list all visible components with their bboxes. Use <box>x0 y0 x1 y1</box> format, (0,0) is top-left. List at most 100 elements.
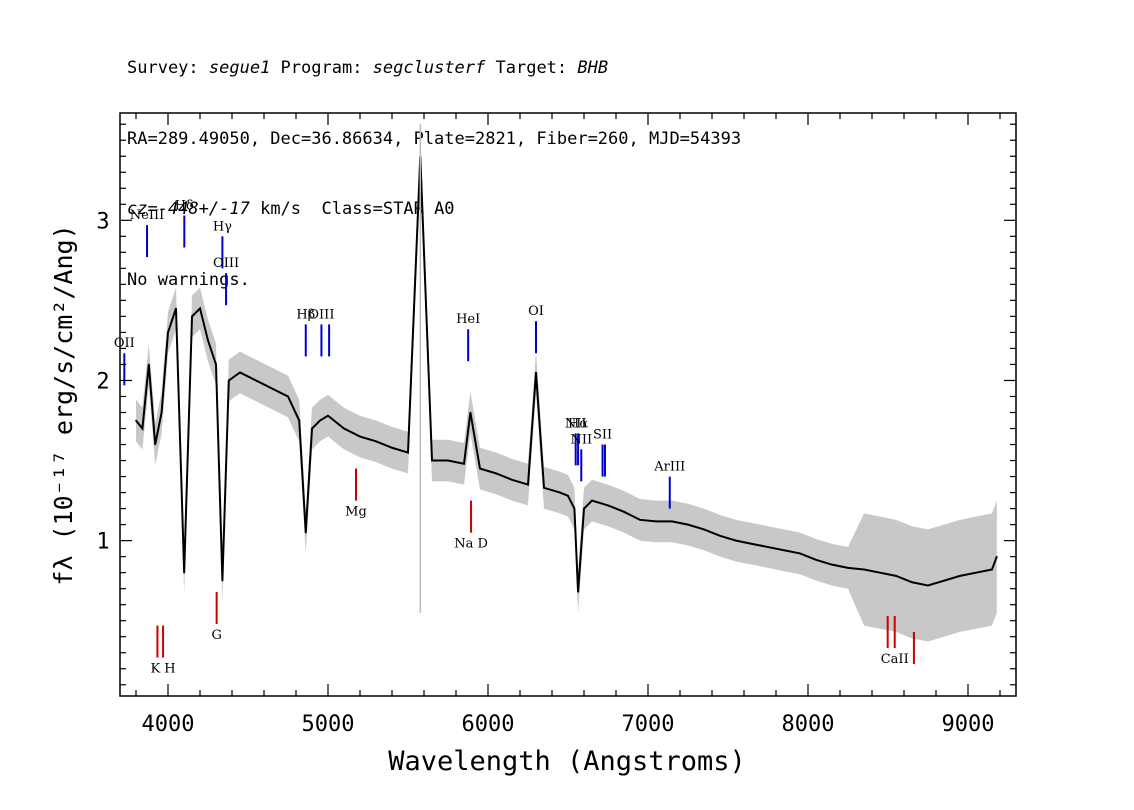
data-point <box>943 579 945 582</box>
emission-line-label: Hα <box>568 416 588 431</box>
data-point <box>527 483 529 486</box>
data-point <box>879 571 881 574</box>
x-tick-label: 7000 <box>622 712 675 737</box>
x-tick-label: 5000 <box>302 712 355 737</box>
data-point <box>141 427 144 430</box>
data-point <box>221 579 224 582</box>
data-point <box>567 494 569 497</box>
data-point <box>991 568 993 571</box>
data-point <box>751 543 753 545</box>
emission-line-label: OII <box>114 336 135 351</box>
data-point <box>359 435 361 438</box>
data-point <box>215 363 217 366</box>
absorption-line-label: G <box>211 628 221 643</box>
data-point <box>895 575 897 577</box>
y-axis-label: fλ (10⁻¹⁷ erg/s/cm²/Ang) <box>49 224 78 585</box>
header-line-coords: RA=289.49050, Dec=36.86634, Plate=2821, … <box>127 128 742 149</box>
emission-line-label: Hδ <box>175 199 194 214</box>
emission-line-label: NeIII <box>130 208 164 223</box>
noise-band <box>136 135 997 642</box>
data-point <box>927 584 929 587</box>
x-tick-label: 9000 <box>942 712 995 737</box>
series-layer <box>135 124 998 613</box>
data-point <box>199 307 201 310</box>
cz-unit-class: km/s Class=STAR A0 <box>249 199 455 219</box>
data-point <box>271 387 273 390</box>
survey-value: segue1 <box>208 58 271 78</box>
data-point <box>391 446 393 449</box>
x-tick-label: 6000 <box>462 712 515 737</box>
plot-frame <box>119 112 1017 697</box>
data-point <box>407 451 409 454</box>
data-point <box>559 491 561 494</box>
emission-line-label: NII <box>565 416 587 431</box>
data-point <box>469 411 472 414</box>
y-tick-label: 2 <box>96 369 109 394</box>
emission-line-label: OIII <box>213 256 239 271</box>
data-point <box>815 559 817 561</box>
data-point <box>327 414 329 417</box>
program-label: Program: <box>270 58 373 78</box>
data-point <box>255 379 257 382</box>
data-point <box>319 419 321 422</box>
spectrum-header: Survey: segue1 Program: segclusterf Targ… <box>127 10 741 316</box>
noise-band-area <box>136 135 997 642</box>
data-point <box>135 419 137 422</box>
x-tick-label: 8000 <box>782 712 835 737</box>
data-point <box>447 459 449 462</box>
data-point <box>583 507 585 510</box>
data-point <box>767 546 769 548</box>
data-point <box>607 504 609 507</box>
data-point <box>655 520 657 523</box>
data-point <box>463 462 465 465</box>
data-point <box>687 523 689 526</box>
data-point <box>375 440 377 443</box>
emission-line-label: OIII <box>308 307 334 322</box>
data-point <box>847 567 849 569</box>
data-point <box>671 520 673 523</box>
data-point <box>831 563 833 566</box>
data-point <box>311 427 313 430</box>
data-point <box>167 331 169 334</box>
target-value: BHB <box>577 58 609 78</box>
cz-label: cz= <box>127 199 158 219</box>
absorption-line-label: CaII <box>881 652 909 667</box>
data-point <box>479 467 481 470</box>
data-point <box>148 363 150 366</box>
data-point <box>735 539 737 542</box>
data-point <box>343 427 345 430</box>
data-point <box>304 531 307 534</box>
data-point <box>591 499 593 502</box>
absorption-line-label: Mg <box>345 505 367 520</box>
survey-label: Survey: <box>127 58 209 78</box>
data-point <box>623 511 625 513</box>
emission-line-label: Hγ <box>213 219 232 234</box>
data-point <box>535 371 537 374</box>
y-tick-label: 3 <box>96 209 109 234</box>
data-point <box>573 507 576 510</box>
data-point <box>959 575 961 577</box>
program-value: segclusterf <box>372 58 486 78</box>
absorption-line-label: Na D <box>454 537 488 552</box>
absorption-line-label: K H <box>150 662 175 677</box>
cz-value: -448+/-17 <box>157 199 250 219</box>
axes: 4000 5000 6000 7000 8000 9000 1 2 3 <box>96 113 1016 737</box>
data-point <box>511 478 513 481</box>
data-point <box>543 486 545 489</box>
data-point <box>239 371 241 374</box>
data-point <box>996 555 998 558</box>
data-point <box>495 472 497 475</box>
data-point <box>703 528 705 531</box>
data-point <box>639 519 641 521</box>
header-line-redshift: cz=-448+/-17 km/s Class=STAR A0 <box>127 198 741 222</box>
data-point <box>783 549 785 552</box>
emission-line-label: HeI <box>456 312 480 327</box>
data-point <box>175 307 177 310</box>
target-label: Target: <box>485 58 578 78</box>
data-point <box>160 411 163 414</box>
data-point <box>154 443 156 446</box>
data-point <box>431 459 433 462</box>
header-line-survey: Survey: segue1 Program: segclusterf Targ… <box>127 57 741 81</box>
